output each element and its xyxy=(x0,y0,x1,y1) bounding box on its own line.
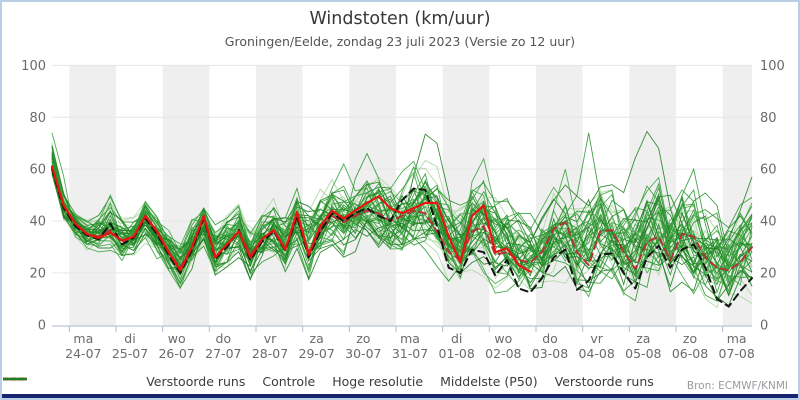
page-title: Windstoten (km/uur) xyxy=(309,9,491,29)
svg-text:06-08: 06-08 xyxy=(672,346,708,361)
legend-label: Verstoorde runs xyxy=(146,374,246,389)
svg-text:80: 80 xyxy=(760,111,777,126)
svg-text:05-08: 05-08 xyxy=(625,346,661,361)
svg-text:30-07: 30-07 xyxy=(345,346,381,361)
page-subtitle: Groningen/Eelde, zondag 23 juli 2023 (Ve… xyxy=(224,34,576,49)
chart-legend: Verstoorde runs Controle Hoge resolutie Mid… xyxy=(2,374,798,389)
legend-item-3: Middelste (P50) xyxy=(3,374,538,389)
svg-text:02-08: 02-08 xyxy=(485,346,521,361)
svg-text:za: za xyxy=(636,331,650,346)
bottom-border-bar xyxy=(2,394,798,398)
svg-text:80: 80 xyxy=(29,111,46,126)
svg-text:100: 100 xyxy=(21,59,46,74)
svg-text:40: 40 xyxy=(760,215,777,230)
source-label: Bron: ECMWF/KNMI xyxy=(686,380,788,392)
svg-text:31-07: 31-07 xyxy=(392,346,428,361)
svg-text:vr: vr xyxy=(590,331,603,346)
svg-text:07-08: 07-08 xyxy=(719,346,755,361)
legend-label: Middelste (P50) xyxy=(440,374,538,389)
svg-text:60: 60 xyxy=(29,163,46,178)
svg-text:100: 100 xyxy=(760,59,785,74)
svg-text:do: do xyxy=(216,331,232,346)
svg-text:40: 40 xyxy=(29,215,46,230)
svg-text:zo: zo xyxy=(356,331,370,346)
svg-text:01-08: 01-08 xyxy=(439,346,475,361)
svg-text:24-07: 24-07 xyxy=(65,346,101,361)
svg-text:za: za xyxy=(310,331,324,346)
legend-label: Hoge resolutie xyxy=(332,374,424,389)
svg-text:0: 0 xyxy=(760,318,768,333)
svg-text:25-07: 25-07 xyxy=(112,346,148,361)
svg-text:do: do xyxy=(542,331,558,346)
svg-text:26-07: 26-07 xyxy=(158,346,194,361)
svg-text:03-08: 03-08 xyxy=(532,346,568,361)
legend-item-1: Controle xyxy=(3,374,316,389)
svg-text:60: 60 xyxy=(760,163,777,178)
legend-item-4: Verstoorde runs xyxy=(3,374,654,389)
svg-text:20: 20 xyxy=(760,266,777,281)
svg-text:0: 0 xyxy=(38,318,46,333)
svg-text:zo: zo xyxy=(683,331,697,346)
legend-swatch-icon xyxy=(3,377,27,381)
svg-text:ma: ma xyxy=(727,331,747,346)
svg-text:wo: wo xyxy=(168,331,186,346)
svg-text:29-07: 29-07 xyxy=(299,346,335,361)
x-axis xyxy=(52,325,752,332)
svg-text:ma: ma xyxy=(400,331,420,346)
legend-label: Verstoorde runs xyxy=(554,374,654,389)
y-axis-labels-right: 0 20 40 60 80 100 xyxy=(760,59,785,333)
legend-item-2: Hoge resolutie xyxy=(3,374,424,389)
control-line xyxy=(51,168,753,308)
hres-line xyxy=(50,165,532,273)
ensemble-lines-dark xyxy=(51,130,753,307)
legend-label: Controle xyxy=(262,374,316,389)
svg-text:wo: wo xyxy=(494,331,512,346)
svg-text:28-07: 28-07 xyxy=(252,346,288,361)
svg-text:ma: ma xyxy=(73,331,93,346)
svg-text:20: 20 xyxy=(29,266,46,281)
svg-text:di: di xyxy=(451,331,462,346)
day-labels: ma24-07di25-07wo26-07do27-07vr28-07za29-… xyxy=(65,331,755,361)
y-axis-labels-left: 0 20 40 60 80 100 xyxy=(21,59,46,333)
svg-text:04-08: 04-08 xyxy=(579,346,615,361)
svg-text:di: di xyxy=(124,331,135,346)
legend-item-0: Verstoorde runs xyxy=(3,374,246,389)
svg-text:vr: vr xyxy=(264,331,277,346)
svg-text:27-07: 27-07 xyxy=(205,346,241,361)
